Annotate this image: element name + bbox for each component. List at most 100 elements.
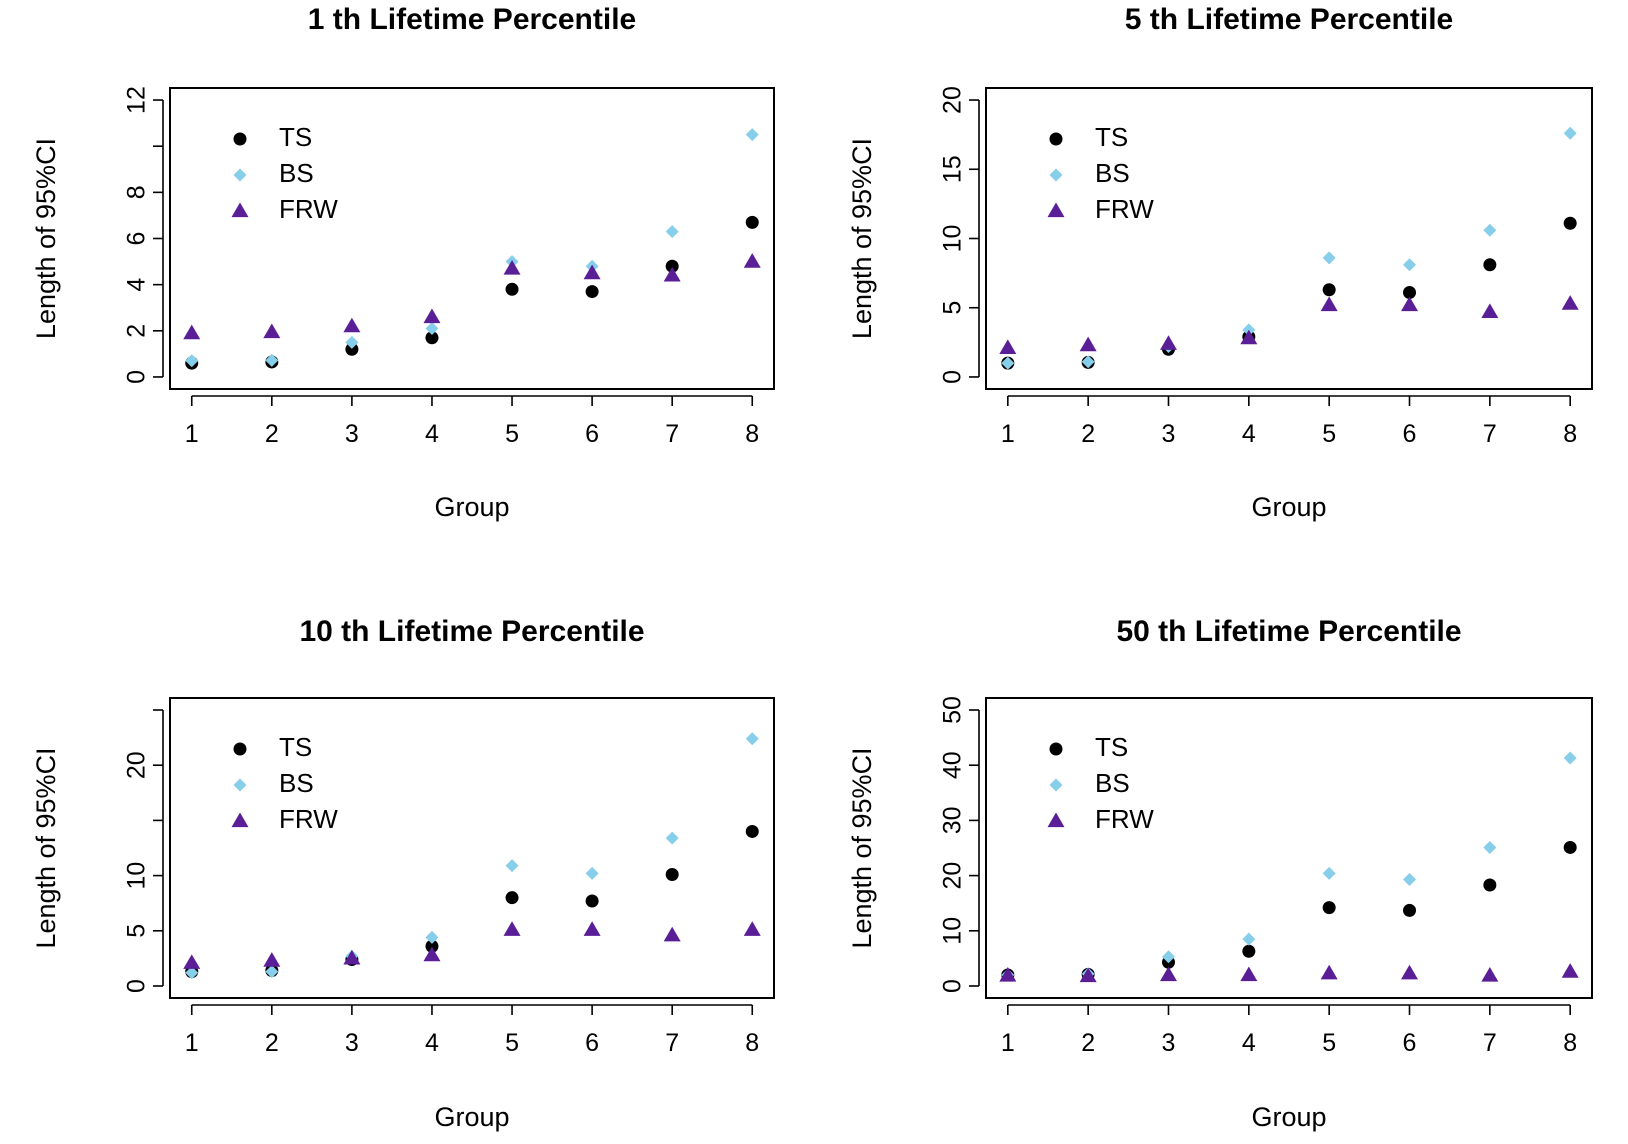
data-point-bs: [1403, 258, 1417, 272]
y-tick-label: 5: [123, 924, 151, 938]
data-point-frw: [1561, 963, 1579, 978]
data-point-ts: [745, 215, 759, 229]
y-axis-label: Length of 95%CI: [847, 747, 877, 948]
data-point-bs: [1001, 356, 1015, 370]
data-point-frw: [503, 259, 521, 275]
y-tick-label: 12: [123, 86, 151, 114]
data-point-frw: [343, 949, 361, 965]
legend-marker-frw: [231, 812, 249, 828]
data-point-frw: [263, 952, 281, 967]
chart-panel-2: 5 th Lifetime Percentile 1 2 3 4 5 6 7 8 Group 0 5 1…: [847, 3, 1593, 522]
series-bs: [1001, 751, 1577, 982]
data-point-bs: [1403, 872, 1417, 886]
data-point-ts: [505, 891, 519, 905]
data-point-frw: [263, 323, 281, 339]
chart-title: 5 th Lifetime Percentile: [1125, 3, 1453, 36]
y-tick-label: 30: [939, 806, 967, 834]
legend: TS BS FRW: [231, 732, 338, 834]
data-point-bs: [185, 966, 199, 980]
y-tick-label: 40: [939, 751, 967, 779]
y-axis-label: Length of 95%CI: [31, 138, 61, 339]
data-point-bs: [505, 859, 519, 873]
data-point-frw: [1079, 967, 1097, 983]
series-bs: [1001, 126, 1577, 370]
data-point-bs: [1483, 223, 1497, 237]
legend-marker-bs: [1049, 778, 1063, 792]
series-frw: [999, 963, 1579, 983]
data-point-frw: [583, 921, 601, 936]
y-tick-label: 4: [123, 278, 151, 292]
legend-marker-bs: [1049, 168, 1063, 182]
legend-marker-bs: [233, 778, 247, 792]
x-tick-label: 3: [345, 1029, 359, 1057]
x-tick-label: 2: [265, 1029, 279, 1057]
legend-marker-frw: [1047, 812, 1065, 828]
data-point-frw: [743, 921, 761, 936]
data-point-bs: [1483, 840, 1497, 854]
chart-title: 10 th Lifetime Percentile: [299, 615, 644, 648]
y-tick-label: 8: [123, 185, 151, 199]
y-tick-label: 20: [939, 862, 967, 890]
x-axis-label: Group: [434, 1102, 509, 1132]
data-point-ts: [1322, 283, 1336, 297]
chart-panel-4: 50 th Lifetime Percentile 1 2 3 4 5 6 7 8 Group 0 1…: [847, 615, 1593, 1132]
legend-marker-ts: [233, 742, 247, 756]
data-point-frw: [1481, 967, 1499, 982]
data-point-frw: [1079, 336, 1097, 352]
y-tick-label: 0: [123, 979, 151, 993]
data-point-ts: [425, 331, 439, 345]
y-tick-label: 20: [939, 86, 967, 114]
x-tick-label: 7: [1483, 1029, 1497, 1057]
legend-marker-ts: [233, 132, 247, 146]
legend-marker-frw: [231, 202, 249, 218]
x-tick-label: 4: [425, 420, 439, 448]
data-point-bs: [1563, 126, 1577, 140]
x-tick-label: 1: [185, 420, 199, 448]
y-axis-label: Length of 95%CI: [847, 138, 877, 339]
data-point-bs: [425, 930, 439, 944]
x-tick-label: 1: [1001, 1029, 1015, 1057]
data-point-frw: [999, 339, 1017, 355]
x-tick-label: 8: [745, 420, 759, 448]
x-tick-label: 5: [505, 420, 519, 448]
data-point-bs: [665, 831, 679, 845]
data-point-frw: [503, 921, 521, 936]
data-point-bs: [665, 225, 679, 239]
legend-label-bs: BS: [1095, 158, 1130, 188]
data-point-bs: [1322, 251, 1336, 265]
x-tick-label: 1: [1001, 420, 1015, 448]
data-point-ts: [665, 259, 679, 273]
data-point-ts: [1403, 285, 1417, 299]
data-point-bs: [265, 965, 279, 979]
data-point-frw: [743, 253, 761, 268]
x-tick-label: 8: [745, 1029, 759, 1057]
series-frw: [999, 295, 1579, 355]
series-ts: [185, 215, 759, 370]
data-point-bs: [1081, 355, 1095, 369]
y-tick-label: 5: [939, 301, 967, 315]
legend-label-bs: BS: [279, 768, 314, 798]
data-point-bs: [745, 732, 759, 746]
x-tick-label: 2: [265, 420, 279, 448]
legend: TS BS FRW: [1047, 122, 1154, 224]
x-tick-label: 3: [345, 420, 359, 448]
x-tick-label: 4: [1242, 420, 1256, 448]
data-point-frw: [1240, 329, 1258, 345]
data-point-ts: [425, 939, 439, 953]
x-tick-label: 6: [585, 1029, 599, 1057]
legend-label-frw: FRW: [279, 804, 338, 834]
y-tick-label: 20: [123, 751, 151, 779]
data-point-ts: [585, 894, 599, 908]
legend-label-ts: TS: [1095, 732, 1128, 762]
data-point-frw: [423, 308, 441, 324]
data-point-ts: [345, 342, 359, 356]
data-point-ts: [505, 282, 519, 296]
chart-title: 1 th Lifetime Percentile: [308, 3, 636, 36]
x-tick-label: 7: [665, 420, 679, 448]
x-tick-label: 4: [425, 1029, 439, 1057]
data-point-frw: [423, 946, 441, 962]
legend-label-ts: TS: [1095, 122, 1128, 152]
y-tick-label: 15: [939, 155, 967, 183]
data-point-frw: [183, 324, 201, 340]
